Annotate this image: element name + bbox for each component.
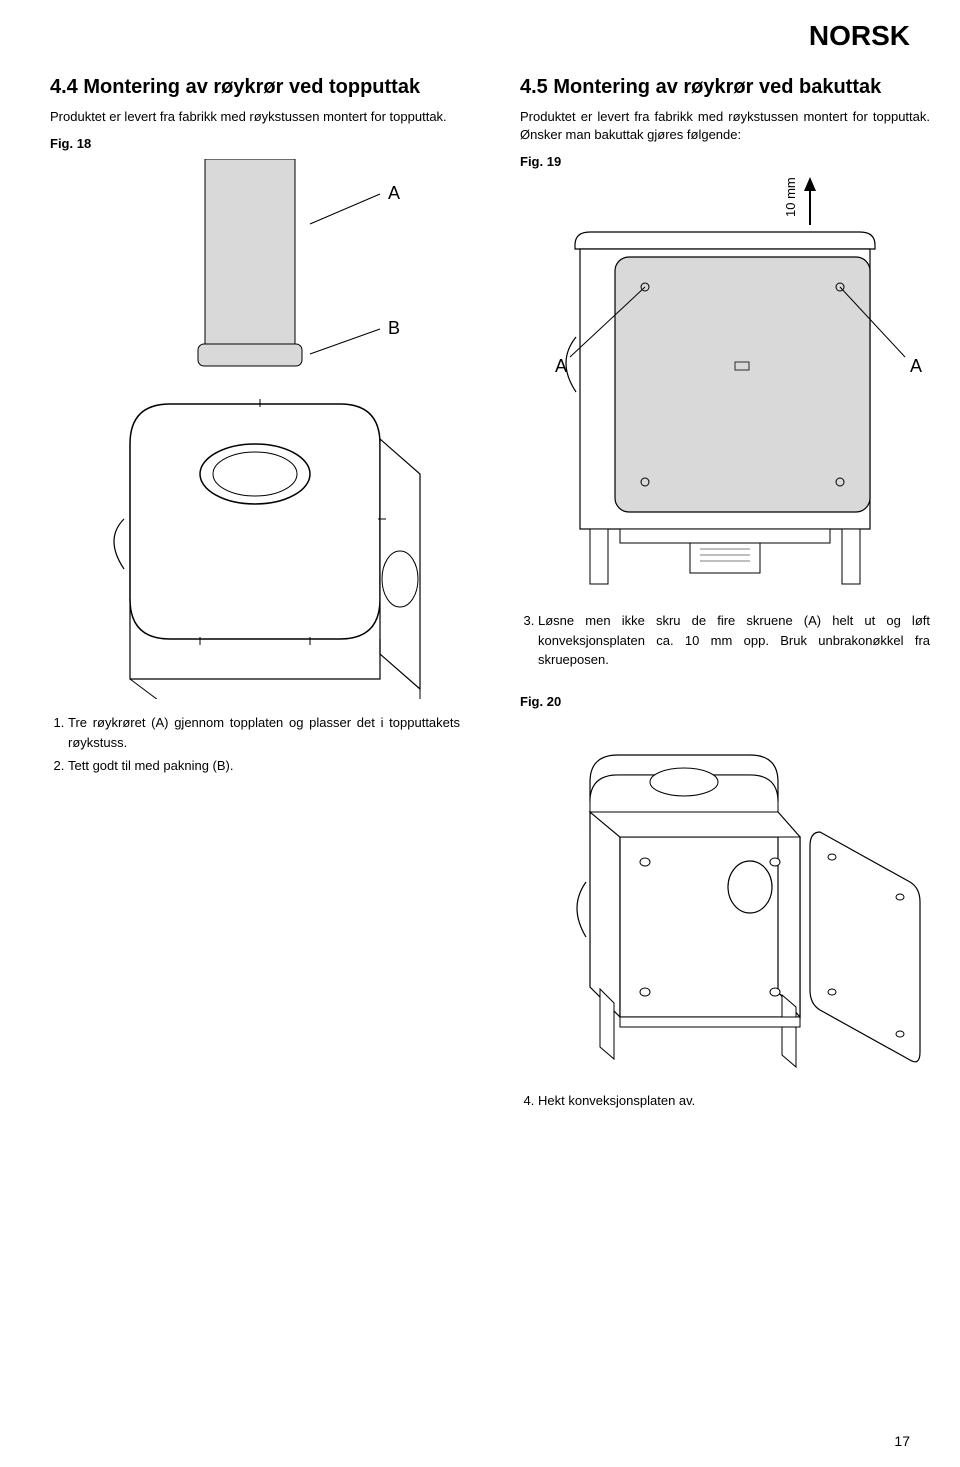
section-4-5-step3: Løsne men ikke skru de fire skruene (A) …	[520, 611, 930, 670]
page-number: 17	[894, 1433, 910, 1449]
section-4-4-intro: Produktet er levert fra fabrikk med røyk…	[50, 108, 460, 126]
step-1: Tre røykrøret (A) gjennom topplaten og p…	[68, 713, 460, 752]
section-4-5-title: 4.5 Montering av røykrør ved bakuttak	[520, 75, 930, 100]
fig19-label-a-right: A	[910, 356, 922, 376]
fig-18-label: Fig. 18	[50, 136, 460, 151]
section-4-5-intro: Produktet er levert fra fabrikk med røyk…	[520, 108, 930, 144]
fig-20-label: Fig. 20	[520, 694, 930, 709]
fig19-label-a-left: A	[555, 356, 567, 376]
section-4-5-step4: Hekt konveksjonsplaten av.	[520, 1091, 930, 1111]
section-4-4-title: 4.4 Montering av røykrør ved topputtak	[50, 75, 460, 100]
fig-20-diagram	[520, 717, 930, 1077]
right-column: 4.5 Montering av røykrør ved bakuttak Pr…	[520, 75, 930, 1114]
fig19-dim-label: 10 mm	[783, 178, 798, 218]
left-column: 4.4 Montering av røykrør ved topputtak P…	[50, 75, 460, 1114]
fig-18-diagram: A B	[50, 159, 460, 699]
fig-19-diagram: 10 mm A A	[520, 177, 930, 597]
two-column-layout: 4.4 Montering av røykrør ved topputtak P…	[50, 75, 910, 1114]
step-4: Hekt konveksjonsplaten av.	[538, 1091, 930, 1111]
step-3: Løsne men ikke skru de fire skruene (A) …	[538, 611, 930, 670]
section-4-4-steps: Tre røykrøret (A) gjennom topplaten og p…	[50, 713, 460, 776]
fig18-label-a: A	[388, 183, 400, 203]
fig18-label-b: B	[388, 318, 400, 338]
language-header: NORSK	[809, 20, 910, 52]
fig-19-label: Fig. 19	[520, 154, 930, 169]
step-2: Tett godt til med pakning (B).	[68, 756, 460, 776]
